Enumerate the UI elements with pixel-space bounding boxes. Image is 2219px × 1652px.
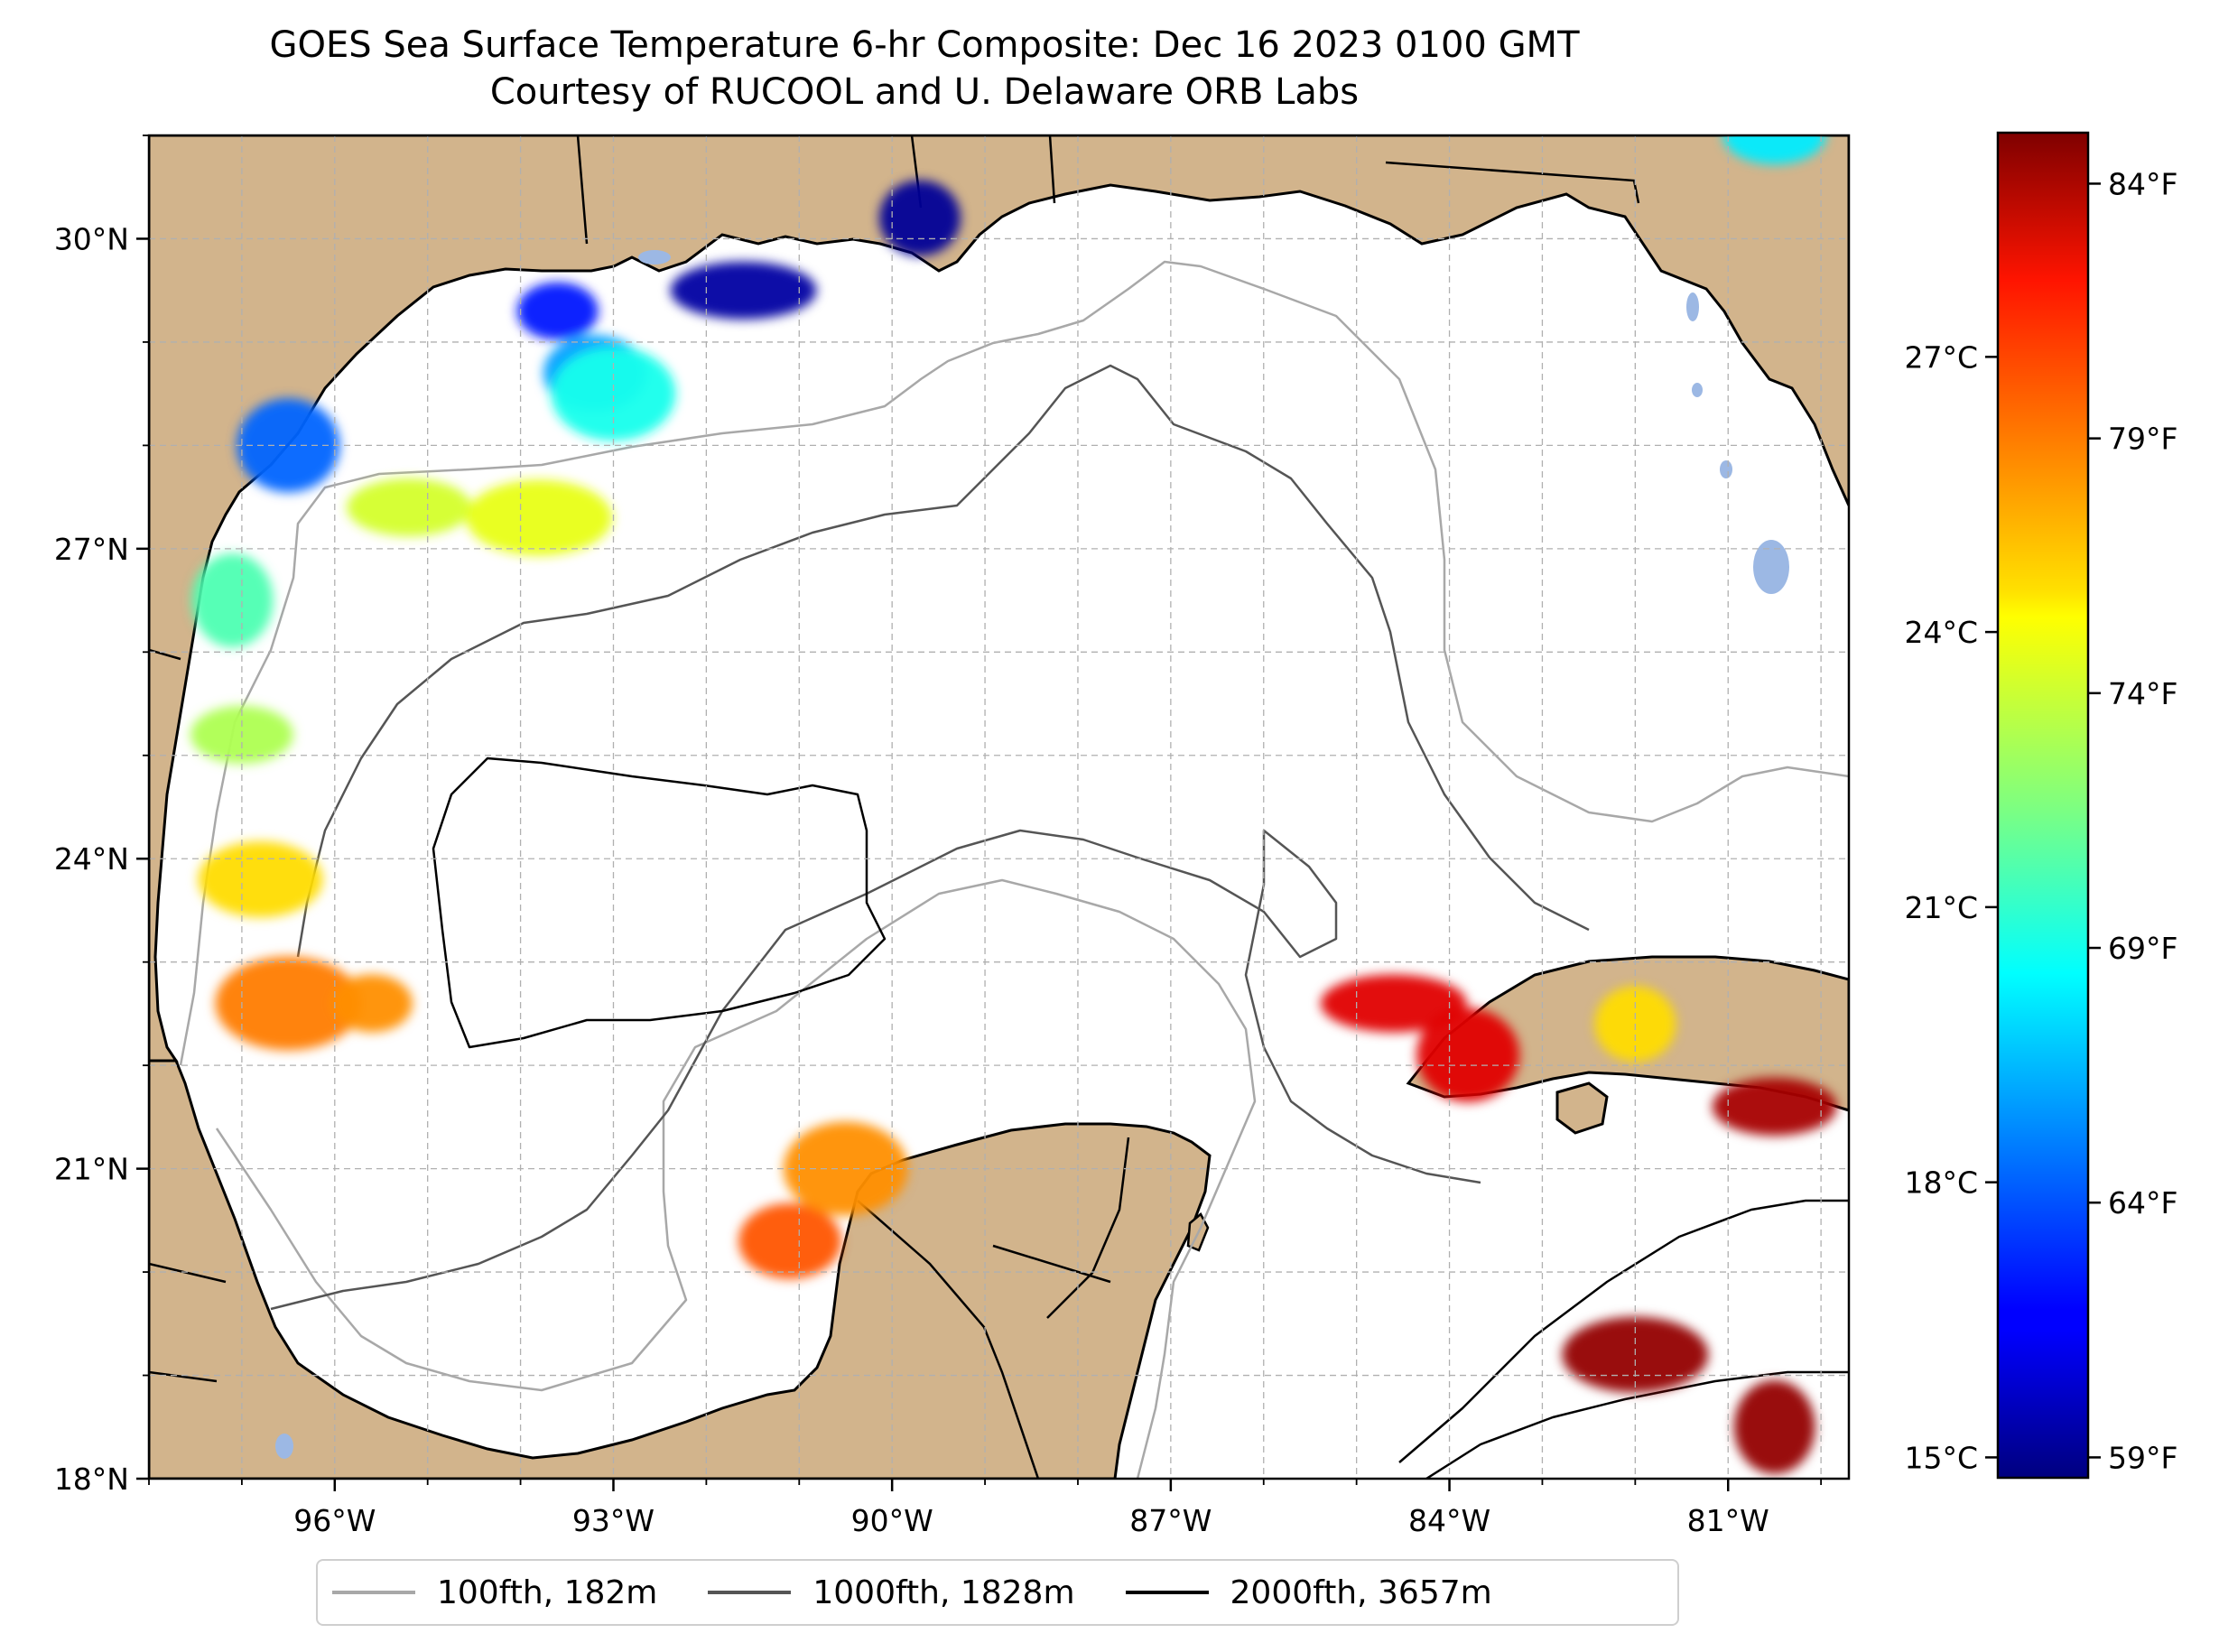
inland-lake [638,250,671,265]
sst-patch [1733,1379,1815,1474]
legend-label-2000fth: 2000fth, 3657m [1230,1573,1492,1611]
sst-patch [347,478,472,537]
contour-1000fth [296,364,1590,958]
colorbar-ticks: 59°F 64°F 69°F 74°F 79°F 84°F 15°C 18°C 21°C 24°C… [1904,166,2177,1475]
contour-1000fth-south [270,829,1481,1311]
sst-patch [215,956,362,1051]
map-subtitle: Courtesy of RUCOOL and U. Delaware ORB L… [489,71,1360,113]
sst-patch [1416,1007,1520,1102]
bathymetry-contours [179,260,1849,1479]
sst-patch [670,261,817,320]
map-area [149,135,1849,1479]
colorbar-c-label: 18°C [1904,1165,1978,1201]
lon-tick-label: 93°W [572,1503,655,1538]
sst-patch [1722,135,1826,164]
legend-label-100fth: 100fth, 182m [437,1573,658,1611]
lon-tick-label: 96°W [293,1503,376,1538]
colorbar-f-label: 64°F [2108,1185,2177,1220]
sst-patch [516,282,599,340]
colorbar: 59°F 64°F 69°F 74°F 79°F 84°F 15°C 18°C 21°C 24°C… [1904,131,2177,1480]
sst-patch [738,1202,841,1279]
inland-lake [1720,460,1732,478]
lake-okeechobee [1753,540,1789,594]
inland-lake [275,1434,293,1459]
map-title: GOES Sea Surface Temperature 6-hr Compos… [269,24,1580,66]
sst-patch [466,479,613,556]
land-mexico [149,1059,1212,1479]
colorbar-c-label: 15°C [1904,1440,1978,1475]
lat-tick-label: 27°N [54,532,129,567]
land-isla-juventud [1555,1081,1609,1135]
legend-line-2000fth [1125,1591,1209,1594]
political-borders [149,135,1640,1479]
colorbar-gradient [1996,131,2090,1480]
contour-2000fth-caribbean [1398,1199,1849,1463]
inland-lake [1686,292,1699,321]
contour-legend: 100fth, 182m 1000fth, 1828m 2000fth, 365… [316,1559,1679,1626]
sst-patch [1712,1077,1837,1136]
graticule [149,135,1849,1479]
map-frame [147,134,1851,1480]
contour-100fth-yucatan [215,878,1257,1479]
lat-tick-label: 21°N [54,1152,129,1187]
colorbar-f-label: 69°F [2108,931,2177,966]
colorbar-c-label: 24°C [1904,615,1978,650]
colorbar-c-label: 21°C [1904,890,1978,925]
colorbar-f-label: 84°F [2108,166,2177,201]
contour-2000fth-caribbean-2 [1425,1370,1849,1479]
lon-tick-label: 90°W [851,1503,933,1538]
colorbar-f-label: 74°F [2108,676,2177,711]
inland-lake [1692,383,1703,397]
colorbar-f-label: 59°F [2108,1440,2177,1475]
lat-tick-label: 18°N [54,1462,129,1497]
legend-line-100fth [332,1591,415,1594]
sst-data-layer [190,135,1837,1474]
legend-item-100fth: 100fth, 182m [332,1574,657,1611]
sst-patch [1320,974,1467,1033]
sst-patch [191,553,274,648]
legend-item-1000fth: 1000fth, 1828m [708,1573,1075,1611]
sst-patch [879,180,961,256]
contour-100fth [179,260,1849,1066]
legend-label-1000fth: 1000fth, 1828m [812,1573,1075,1611]
lon-tick-label: 84°W [1408,1503,1490,1538]
contour-2000fth [432,756,887,1049]
sst-patch [551,347,676,441]
colorbar-f-label: 79°F [2108,422,2177,457]
colorbar-c-label: 27°C [1904,339,1978,375]
map-axes: 96°W 93°W 90°W 87°W 84°W 81°W 18°N 21°N 24°N 27°N… [54,135,1823,1538]
lat-tick-label: 30°N [54,221,129,256]
legend-item-2000fth: 2000fth, 3657m [1125,1573,1492,1611]
lon-tick-label: 81°W [1687,1503,1769,1538]
land-us-gulf-coast [149,135,1849,1063]
sst-patch [198,841,323,918]
legend-line-1000fth [708,1591,792,1594]
lat-tick-label: 24°N [54,841,129,877]
sst-patch [237,398,340,493]
lon-tick-label: 87°W [1129,1503,1212,1538]
sst-patch [330,974,413,1033]
